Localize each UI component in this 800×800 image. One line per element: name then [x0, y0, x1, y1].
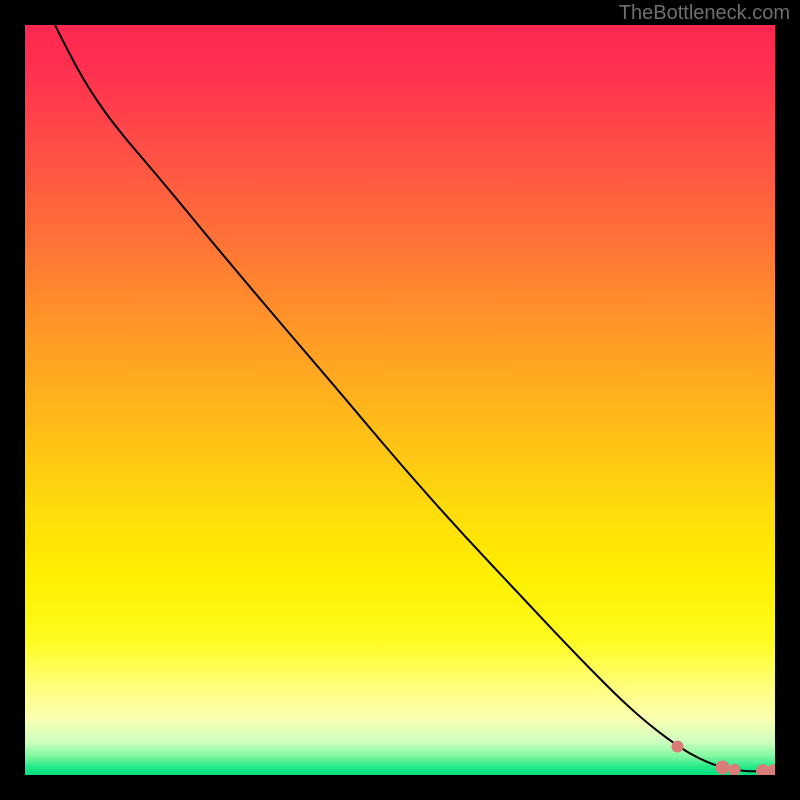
marker-dot — [729, 764, 741, 775]
marker-dot — [672, 741, 684, 753]
marker-dot — [716, 761, 730, 775]
marker-dot — [767, 764, 776, 775]
chart-overlay — [25, 25, 775, 775]
watermark-text: TheBottleneck.com — [619, 2, 790, 25]
plot-area — [25, 25, 775, 775]
curve-line — [55, 25, 764, 771]
marker-group — [464, 535, 775, 775]
